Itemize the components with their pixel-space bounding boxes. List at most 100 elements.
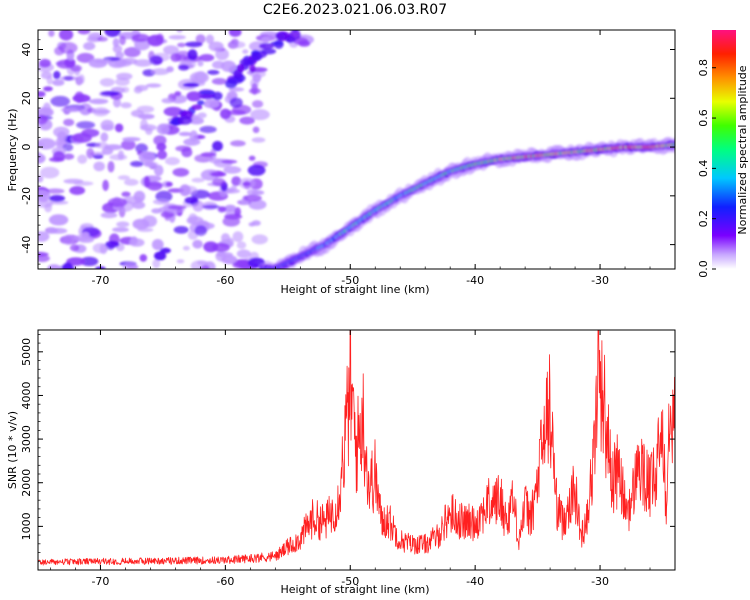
spectrogram-noise-cell (168, 205, 187, 210)
spectrogram-noise-cell (252, 100, 264, 108)
spectrogram-noise-cell (115, 51, 125, 59)
snr-xlabel: Height of straight line (km) (280, 583, 429, 596)
spectrogram-noise-cell (42, 102, 52, 115)
spectrogram-noise-cell (178, 131, 192, 137)
spectrogram-noise-cell (124, 178, 139, 186)
spectrogram-noise-cell (221, 255, 238, 265)
spectrogram-noise-cell (151, 208, 163, 214)
spectrogram-noise-cell (154, 251, 167, 261)
spectrogram-noise-cell (165, 181, 173, 187)
spectrogram-noise-cell (39, 58, 51, 68)
spectrogram-noise-cell (40, 166, 60, 179)
spectrogram-noise-cell (120, 57, 138, 65)
spectrogram-noise-cell (77, 30, 91, 35)
spectrogram-noise-cell (191, 177, 205, 183)
spectrogram-noise-cell (208, 41, 224, 52)
spectrogram-noise-cell (242, 181, 251, 187)
spectrogram-streak-cell (191, 104, 203, 110)
spectrogram-noise-cell (212, 242, 230, 252)
spectrogram-streak-cell (233, 69, 243, 79)
spectrogram-noise-cell (93, 161, 105, 172)
spectrogram-noise-cell (232, 231, 244, 243)
spectrogram-noise-cell (121, 86, 130, 93)
spectrogram-streak-cell (199, 94, 216, 99)
spectrogram-noise-cell (177, 42, 186, 48)
spectrogram-noise-cell (185, 41, 203, 48)
spectrogram-noise-cell (221, 159, 238, 164)
snr-ylabel: SNR (10 * v/v) (6, 411, 19, 489)
spectrogram-noise-cell (229, 97, 243, 108)
spectrogram-noise-cell (176, 30, 183, 33)
spectrogram-noise-cell (184, 196, 199, 204)
spectrogram-noise-cell (78, 74, 85, 84)
spectrogram-noise-cell (38, 153, 46, 164)
spectrogram-noise-cell (192, 239, 203, 249)
snr-xtick-label: -40 (466, 575, 484, 588)
spectrogram-streak-cell (249, 64, 256, 74)
spectrogram-noise-cell (161, 98, 175, 104)
spectrogram-noise-cell (63, 118, 75, 127)
spectrogram-noise-cell (157, 150, 168, 160)
spectrogram-noise-cell (179, 185, 198, 195)
spectrogram-noise-cell (143, 176, 150, 188)
spectrogram-noise-cell (163, 106, 183, 117)
snr-ytick-label: 1000 (20, 512, 33, 540)
spectrogram-noise-cell (59, 30, 74, 41)
spectrogram-noise-cell (176, 259, 185, 264)
spectrogram-noise-cell (130, 160, 144, 167)
spectrogram-noise-cell (52, 79, 65, 86)
spectrogram-noise-cell (60, 107, 78, 113)
spectrogram-noise-cell (147, 34, 164, 47)
spectrogram-noise-cell (133, 59, 153, 67)
spectrogram-frame (37, 29, 676, 270)
spectrogram-streak-cell (237, 63, 245, 72)
spectrogram-noise-cell (220, 60, 236, 72)
colorbar-tick-label: 0.8 (697, 59, 710, 77)
spectrogram-noise-cell (132, 201, 146, 210)
spectrogram-xtick-label: -50 (341, 274, 359, 287)
spectrogram-noise-cell (261, 36, 270, 44)
spectrogram-streak-cell (199, 90, 215, 95)
spectrogram-noise-cell (120, 102, 132, 109)
spectrogram-noise-cell (114, 123, 124, 133)
spectrogram-noise-cell (246, 188, 259, 196)
spectrogram-noise-cell (199, 54, 215, 62)
spectrogram-noise-cell (248, 222, 256, 227)
spectrogram-ridge-halo (671, 137, 675, 150)
spectrogram-noise-cell (173, 226, 189, 234)
spectrogram-noise-cell (211, 78, 227, 85)
spectrogram-noise-cell (104, 30, 121, 37)
spectrogram-noise-cell (99, 78, 115, 87)
spectrogram-noise-cell (86, 147, 95, 159)
spectrogram-noise-cell (48, 195, 66, 202)
spectrogram-noise-cell (174, 91, 182, 97)
spectrogram-noise-cell (117, 150, 125, 161)
spectrogram-noise-cell (212, 60, 225, 69)
spectrogram-noise-cell (71, 132, 92, 143)
spectrogram-noise-cell (92, 109, 111, 114)
spectrogram-noise-cell (202, 204, 221, 209)
spectrogram-noise-cell (86, 36, 102, 43)
spectrogram-noise-cell (247, 164, 266, 176)
spectrogram-noise-cell (63, 234, 74, 246)
spectrogram-noise-cell (66, 257, 86, 266)
spectrogram-noise-cell (248, 199, 267, 210)
spectrogram-ylabel: Frequency (Hz) (6, 109, 19, 192)
spectrogram-ridge-halo (676, 140, 686, 153)
spectrogram-noise-cell (107, 161, 115, 173)
spectrogram-ytick-label: -20 (20, 187, 33, 205)
snr-xtick-label: -70 (91, 575, 109, 588)
spectrogram-noise-cell (188, 213, 198, 224)
spectrogram-noise-cell (121, 191, 131, 197)
spectrogram-noise-cell (164, 157, 180, 166)
spectrogram-noise-cell (251, 137, 266, 143)
snr-xtick-label: -30 (591, 575, 609, 588)
colorbar-tick-label: 0.4 (697, 160, 710, 178)
figure-title: C2E6.2023.021.06.03.R07 (263, 2, 447, 18)
spectrogram-streak-cell (270, 41, 284, 46)
spectrogram-noise-cell (230, 185, 237, 191)
spectrogram-noise-cell (212, 140, 223, 152)
spectrogram-xlabel: Height of straight line (km) (280, 283, 429, 296)
spectrogram-noise-cell (138, 151, 156, 164)
